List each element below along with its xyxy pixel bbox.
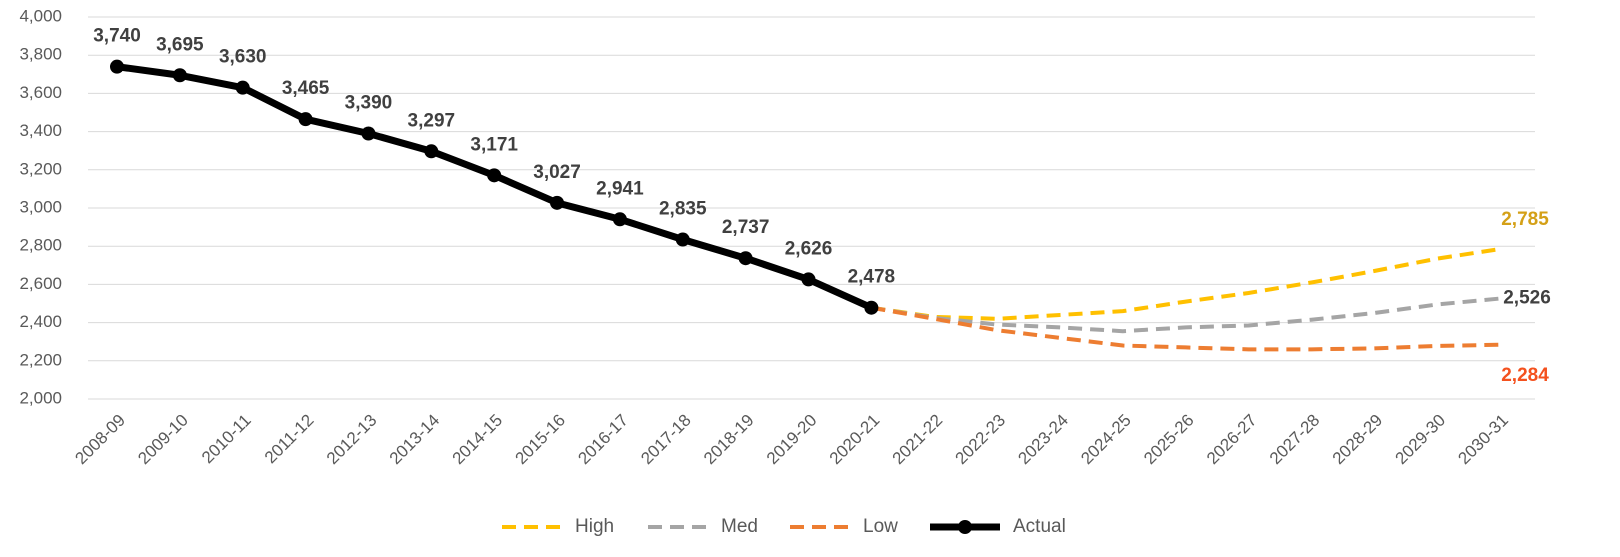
marker — [801, 272, 816, 287]
x-tick-label: 2024-25 — [1077, 411, 1135, 469]
x-tick-label: 2022-23 — [952, 411, 1010, 469]
x-tick-label: 2014-15 — [449, 411, 507, 469]
marker — [738, 251, 753, 266]
x-tick-label: 2023-24 — [1014, 411, 1072, 469]
data-label: 2,284 — [1501, 365, 1549, 386]
marker — [298, 112, 313, 127]
x-tick-label: 2018-19 — [700, 411, 758, 469]
marker — [424, 144, 439, 159]
y-tick-label: 4,000 — [19, 6, 62, 25]
data-label: 3,740 — [93, 26, 141, 47]
y-tick-label: 2,600 — [19, 274, 62, 293]
x-tick-label: 2026-27 — [1203, 411, 1261, 469]
x-tick-label: 2020-21 — [826, 411, 884, 469]
data-label: 3,695 — [156, 34, 204, 55]
y-tick-label: 3,000 — [19, 197, 62, 216]
data-label: 2,478 — [848, 267, 896, 288]
series-line — [871, 247, 1501, 321]
marker — [172, 68, 187, 83]
data-label: 2,785 — [1501, 209, 1549, 230]
x-tick-label: 2013-14 — [386, 411, 444, 469]
x-tick-label: 2021-22 — [889, 411, 947, 469]
series-line — [871, 305, 1501, 352]
x-tick-label: 2008-09 — [71, 411, 129, 469]
data-label: 3,465 — [282, 78, 330, 99]
x-tick-label: 2027-28 — [1266, 411, 1324, 469]
y-tick-label: 2,200 — [19, 350, 62, 369]
data-label: 2,835 — [659, 199, 707, 220]
x-tick-label: 2019-20 — [763, 411, 821, 469]
x-tick-label: 2029-30 — [1392, 411, 1450, 469]
y-tick-label: 2,000 — [19, 388, 62, 407]
x-tick-label: 2025-26 — [1140, 411, 1198, 469]
x-tick-label: 2017-18 — [637, 411, 695, 469]
data-label: 3,390 — [345, 93, 393, 114]
y-tick-label: 3,800 — [19, 45, 62, 64]
marker — [487, 168, 502, 183]
marker — [550, 195, 565, 210]
marker — [110, 59, 124, 74]
marker — [675, 232, 690, 247]
legend-marker — [958, 520, 972, 534]
data-label: 3,027 — [533, 162, 581, 183]
data-label: 3,171 — [470, 134, 518, 155]
marker — [864, 300, 879, 315]
marker — [235, 80, 250, 95]
data-label: 2,941 — [596, 178, 644, 199]
x-tick-label: 2012-13 — [323, 411, 381, 469]
marker — [361, 126, 376, 141]
x-tick-label: 2009-10 — [134, 411, 192, 469]
x-tick-label: 2030-31 — [1454, 411, 1512, 469]
y-tick-label: 3,600 — [19, 83, 62, 102]
data-label: 2,526 — [1503, 288, 1551, 309]
series-line — [116, 63, 873, 311]
data-label: 2,737 — [722, 217, 770, 238]
legend-label: Low — [863, 516, 898, 537]
series-line — [871, 296, 1501, 334]
data-label: 2,626 — [785, 238, 833, 259]
legend-label: Actual — [1013, 516, 1066, 537]
x-tick-label: 2011-12 — [261, 411, 318, 468]
x-tick-label: 2028-29 — [1329, 411, 1387, 469]
legend-label: Med — [721, 516, 758, 537]
x-tick-label: 2015-16 — [511, 411, 569, 469]
legend-label: High — [575, 516, 614, 537]
y-tick-label: 3,200 — [19, 159, 62, 178]
y-tick-label: 2,400 — [19, 312, 62, 331]
data-label: 3,297 — [408, 110, 456, 131]
marker — [612, 212, 627, 227]
y-tick-label: 3,400 — [19, 121, 62, 140]
data-label: 3,630 — [219, 47, 267, 68]
y-tick-label: 2,800 — [19, 236, 62, 255]
x-tick-label: 2010-11 — [198, 411, 255, 468]
x-tick-label: 2016-17 — [574, 411, 632, 469]
